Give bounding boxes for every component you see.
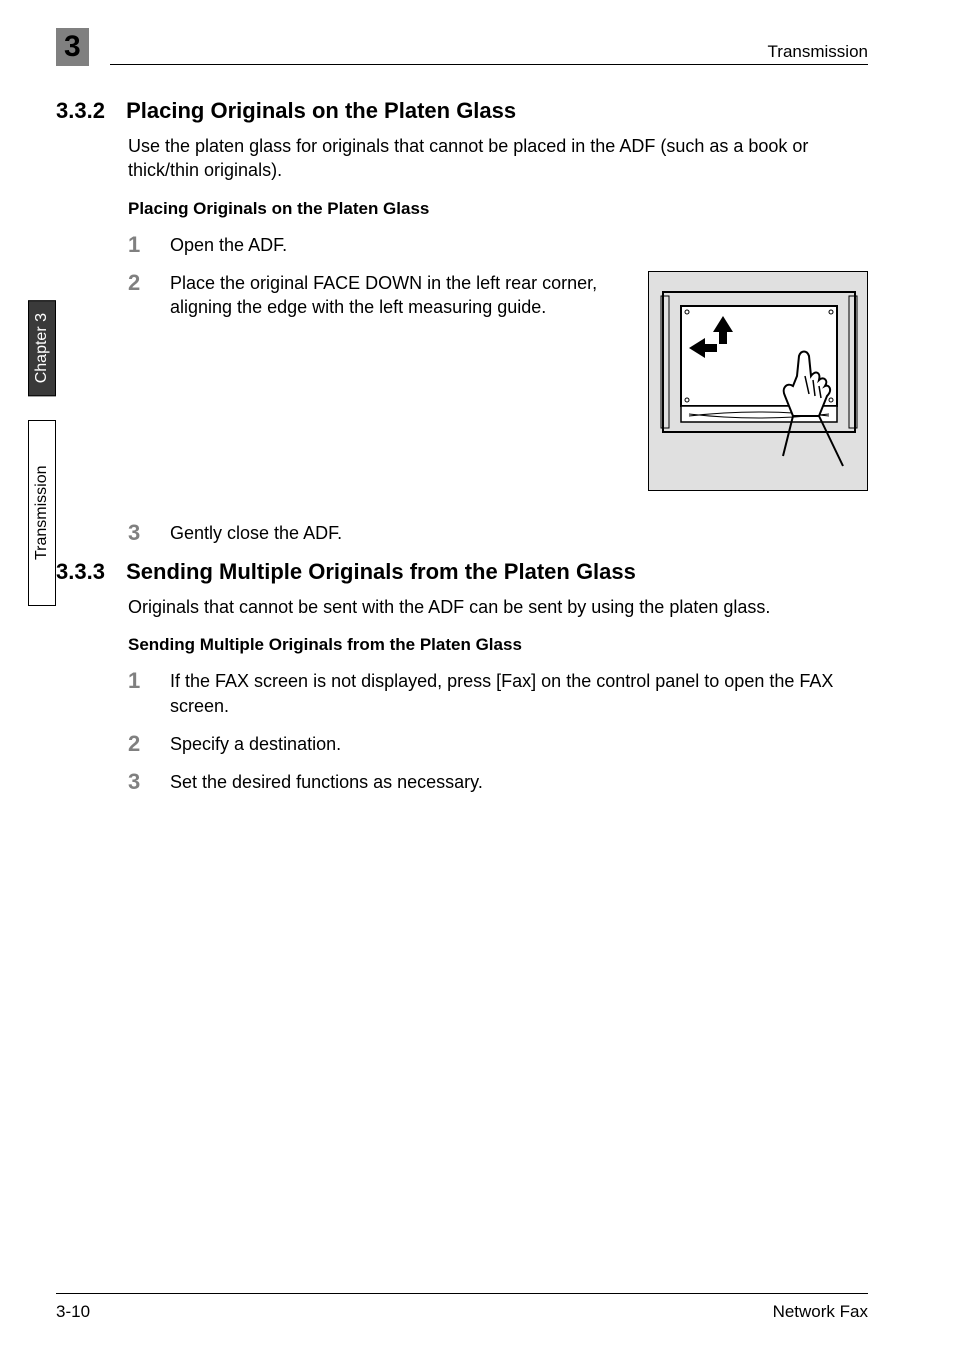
- step-text: Specify a destination.: [170, 732, 868, 756]
- step-number: 1: [128, 233, 170, 257]
- page: 3 Transmission Chapter 3 Transmission 3.…: [0, 0, 954, 1352]
- step-text: Open the ADF.: [170, 233, 868, 257]
- section-332-intro: Use the platen glass for originals that …: [128, 134, 868, 183]
- step-number: 2: [128, 271, 170, 320]
- step-number: 1: [128, 669, 170, 693]
- doc-title: Network Fax: [773, 1302, 868, 1322]
- running-title: Transmission: [768, 42, 954, 66]
- section-333-heading: 3.3.3 Sending Multiple Originals from th…: [56, 559, 868, 585]
- section-332-step-3: 3 Gently close the ADF.: [128, 521, 868, 545]
- side-tabs: Chapter 3 Transmission: [28, 300, 54, 820]
- section-332-subheading: Placing Originals on the Platen Glass: [128, 199, 868, 219]
- step-text: Place the original FACE DOWN in the left…: [170, 271, 638, 320]
- platen-glass-diagram: [648, 271, 868, 491]
- footer-rule: [56, 1293, 868, 1294]
- platen-glass-svg: [659, 286, 859, 476]
- section-333-title: Sending Multiple Originals from the Plat…: [126, 559, 636, 584]
- section-332-number: 3.3.2: [56, 98, 120, 124]
- page-header: 3 Transmission: [0, 28, 954, 66]
- step-text: If the FAX screen is not displayed, pres…: [170, 669, 868, 718]
- section-333-number: 3.3.3: [56, 559, 120, 585]
- section-332-title: Placing Originals on the Platen Glass: [126, 98, 516, 123]
- section-333-step-1: 1 If the FAX screen is not displayed, pr…: [128, 669, 868, 718]
- step-number: 3: [128, 770, 170, 794]
- section-332-step-1: 1 Open the ADF.: [128, 233, 868, 257]
- page-number: 3-10: [56, 1302, 90, 1322]
- step-number: 2: [128, 732, 170, 756]
- header-rule: [110, 64, 868, 65]
- side-tab-section: Transmission: [28, 420, 56, 606]
- page-footer: 3-10 Network Fax: [56, 1302, 868, 1322]
- section-332-heading: 3.3.2 Placing Originals on the Platen Gl…: [56, 98, 868, 124]
- section-333-subheading: Sending Multiple Originals from the Plat…: [128, 635, 868, 655]
- step-text: Set the desired functions as necessary.: [170, 770, 868, 794]
- step-2-left: 2 Place the original FACE DOWN in the le…: [128, 271, 638, 320]
- section-333-step-3: 3 Set the desired functions as necessary…: [128, 770, 868, 794]
- chapter-number-box: 3: [56, 28, 89, 66]
- section-333-step-2: 2 Specify a destination.: [128, 732, 868, 756]
- side-tab-chapter: Chapter 3: [28, 300, 56, 396]
- step-number: 3: [128, 521, 170, 545]
- content-area: 3.3.2 Placing Originals on the Platen Gl…: [56, 90, 868, 809]
- section-332-step-2: 2 Place the original FACE DOWN in the le…: [128, 271, 868, 491]
- section-333-intro: Originals that cannot be sent with the A…: [128, 595, 868, 619]
- step-text: Gently close the ADF.: [170, 521, 868, 545]
